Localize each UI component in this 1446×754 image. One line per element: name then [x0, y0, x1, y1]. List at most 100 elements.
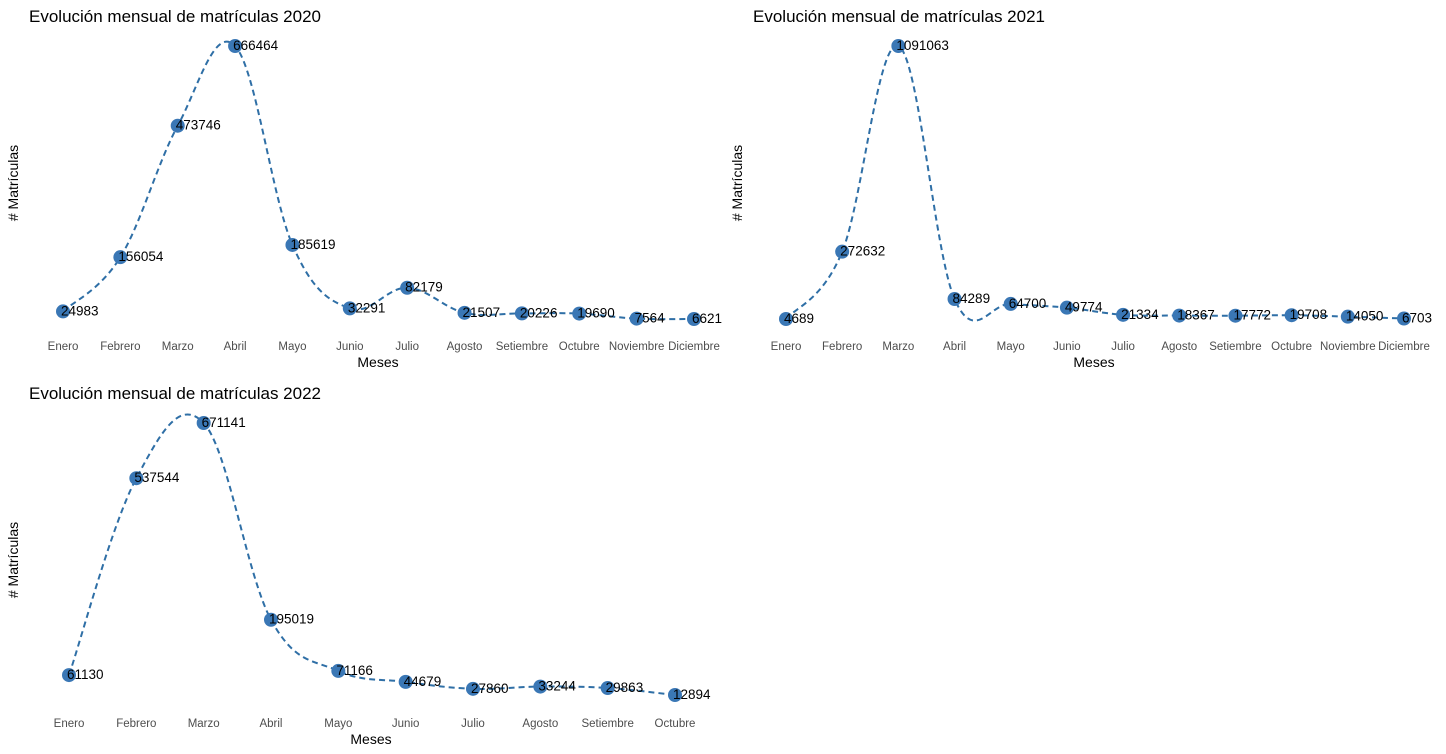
data-label: 61130: [67, 667, 104, 682]
data-point: [62, 668, 76, 683]
data-label: 18367: [1177, 308, 1215, 323]
data-label: 6703: [1402, 310, 1432, 325]
x-tick-label: Setiembre: [1209, 341, 1261, 353]
data-label: 195019: [269, 612, 314, 627]
x-tick-label: Enero: [48, 341, 79, 353]
data-point: [400, 280, 415, 295]
data-point: [835, 244, 850, 259]
data-label: 1091063: [896, 38, 949, 53]
x-tick-label: Abril: [943, 341, 966, 353]
data-point: [687, 312, 701, 326]
data-point: [466, 681, 480, 696]
data-label: 84289: [953, 291, 991, 306]
data-point: [331, 663, 346, 678]
series-line: [62, 40, 695, 321]
x-tick-label: Marzo: [188, 718, 220, 730]
data-label: 32291: [348, 300, 386, 315]
x-tick-label: Agosto: [522, 718, 558, 730]
x-tick-label: Agosto: [447, 341, 483, 353]
data-point: [572, 306, 587, 321]
data-label: 44679: [404, 674, 442, 689]
x-tick-label: Abril: [224, 341, 247, 353]
x-tick-label: Mayo: [997, 341, 1025, 353]
data-point: [514, 306, 529, 321]
data-point: [285, 237, 300, 252]
data-point: [228, 39, 243, 53]
data-point: [668, 688, 682, 702]
y-axis-label: # Matrículas: [5, 522, 21, 598]
data-label: 671141: [202, 415, 246, 430]
chart-title: Evolución mensual de matrículas 2020: [29, 7, 321, 26]
data-label: 666464: [233, 38, 279, 53]
data-point: [1003, 296, 1018, 311]
chart-title: Evolución mensual de matrículas 2021: [753, 7, 1045, 26]
data-label: 14050: [1346, 309, 1384, 324]
data-label: 537544: [134, 470, 180, 485]
x-tick-label: Noviembre: [1320, 341, 1376, 353]
data-label: 21507: [463, 305, 501, 320]
x-tick-label: Junio: [336, 341, 364, 353]
data-label: 21334: [1121, 307, 1159, 322]
x-tick-label: Junio: [1053, 341, 1081, 353]
x-axis-label: Meses: [1073, 354, 1114, 370]
data-point: [779, 312, 793, 326]
chart-title: Evolución mensual de matrículas 2022: [29, 384, 321, 403]
x-tick-label: Diciembre: [668, 341, 720, 353]
data-label: 19690: [577, 306, 615, 321]
data-label: 473746: [176, 118, 221, 133]
data-label: 27860: [471, 681, 509, 696]
x-tick-label: Julio: [461, 718, 485, 730]
data-point: [1340, 309, 1355, 324]
data-label: 185619: [290, 237, 335, 252]
x-axis-label: Meses: [350, 731, 391, 747]
data-point: [629, 311, 644, 326]
data-point: [1116, 307, 1131, 322]
data-label: 49774: [1065, 300, 1103, 315]
chart-panel-1: Evolución mensual de matrículas 2020 # Ma…: [5, 7, 722, 370]
data-label: 156054: [118, 249, 164, 264]
x-tick-label: Febrero: [116, 718, 156, 730]
series-line: [785, 44, 1405, 322]
data-point: [1059, 300, 1074, 315]
data-label: 20226: [520, 305, 558, 320]
data-point: [129, 471, 144, 486]
data-point: [1172, 308, 1187, 323]
data-label: 29863: [606, 680, 644, 695]
data-point: [891, 39, 906, 53]
data-point: [170, 118, 185, 133]
data-label: 12894: [673, 687, 711, 702]
x-tick-label: Setiembre: [581, 718, 633, 730]
data-label: 7564: [635, 311, 666, 326]
x-axis-label: Meses: [357, 354, 398, 370]
y-axis-label: # Matrículas: [729, 145, 745, 221]
data-point: [113, 250, 128, 265]
data-point: [196, 416, 211, 430]
x-tick-label: Junio: [392, 718, 420, 730]
data-label: 71166: [336, 663, 373, 678]
x-tick-label: Enero: [54, 718, 85, 730]
y-axis-label: # Matrículas: [5, 145, 21, 221]
data-point: [1284, 308, 1299, 323]
chart-panel-2: Evolución mensual de matrículas 2021 # Ma…: [729, 7, 1432, 370]
data-point: [342, 301, 357, 316]
data-point: [264, 612, 278, 627]
data-label: 64700: [1009, 296, 1047, 311]
x-tick-label: Agosto: [1161, 341, 1197, 353]
data-point: [1397, 311, 1411, 326]
data-label: 19708: [1290, 307, 1328, 322]
x-tick-label: Febrero: [822, 341, 862, 353]
x-tick-label: Febrero: [100, 341, 140, 353]
data-point: [600, 680, 615, 695]
data-point: [56, 304, 70, 319]
x-tick-label: Noviembre: [609, 341, 665, 353]
x-tick-label: Julio: [1111, 341, 1135, 353]
x-tick-label: Octubre: [1271, 341, 1312, 353]
data-label: 17772: [1233, 308, 1271, 323]
x-tick-label: Diciembre: [1378, 341, 1430, 353]
x-tick-label: Mayo: [324, 718, 352, 730]
data-label: 33244: [538, 679, 576, 694]
x-tick-label: Julio: [395, 341, 419, 353]
x-tick-label: Setiembre: [496, 341, 548, 353]
x-tick-label: Marzo: [882, 341, 914, 353]
